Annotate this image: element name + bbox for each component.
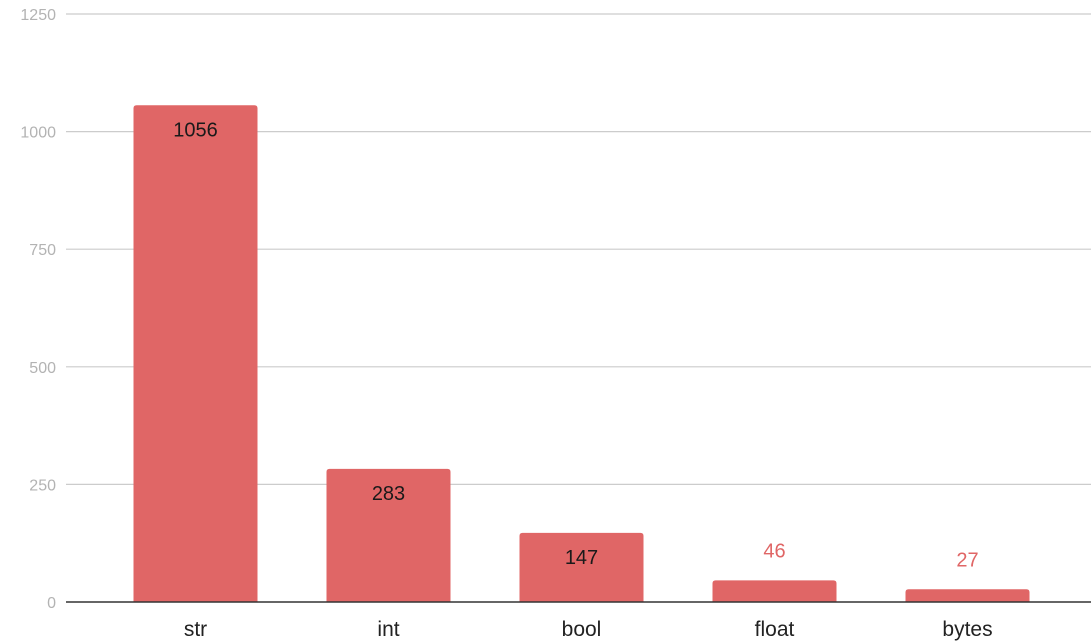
x-tick-label-float: float bbox=[755, 618, 795, 641]
data-label-int: 283 bbox=[372, 483, 405, 505]
bar-bytes bbox=[905, 589, 1030, 602]
data-labels: 1056 283 147 46 27 bbox=[173, 119, 978, 571]
data-label-str: 1056 bbox=[173, 119, 218, 141]
y-tick-label: 500 bbox=[29, 360, 56, 377]
bar-float bbox=[712, 580, 837, 602]
data-label-float: 46 bbox=[763, 540, 785, 562]
x-tick-label-bytes: bytes bbox=[942, 618, 992, 641]
data-label-bool: 147 bbox=[565, 547, 598, 569]
bar-int bbox=[326, 468, 451, 602]
bar-str bbox=[133, 105, 258, 602]
x-tick-label-int: int bbox=[377, 618, 399, 641]
bars bbox=[133, 105, 1030, 602]
data-label-bytes: 27 bbox=[956, 549, 978, 571]
y-tick-label: 250 bbox=[29, 477, 56, 494]
y-axis-tick-labels: 0 250 500 750 1000 1250 bbox=[20, 7, 56, 612]
y-tick-label: 1000 bbox=[20, 125, 56, 142]
y-tick-label: 750 bbox=[29, 242, 56, 259]
x-tick-label-str: str bbox=[184, 618, 207, 641]
x-axis-category-labels: str int bool float bytes bbox=[184, 618, 993, 641]
y-tick-label: 0 bbox=[47, 595, 56, 612]
bar-bool bbox=[519, 532, 644, 602]
y-tick-label: 1250 bbox=[20, 7, 56, 24]
x-tick-label-bool: bool bbox=[562, 618, 602, 641]
